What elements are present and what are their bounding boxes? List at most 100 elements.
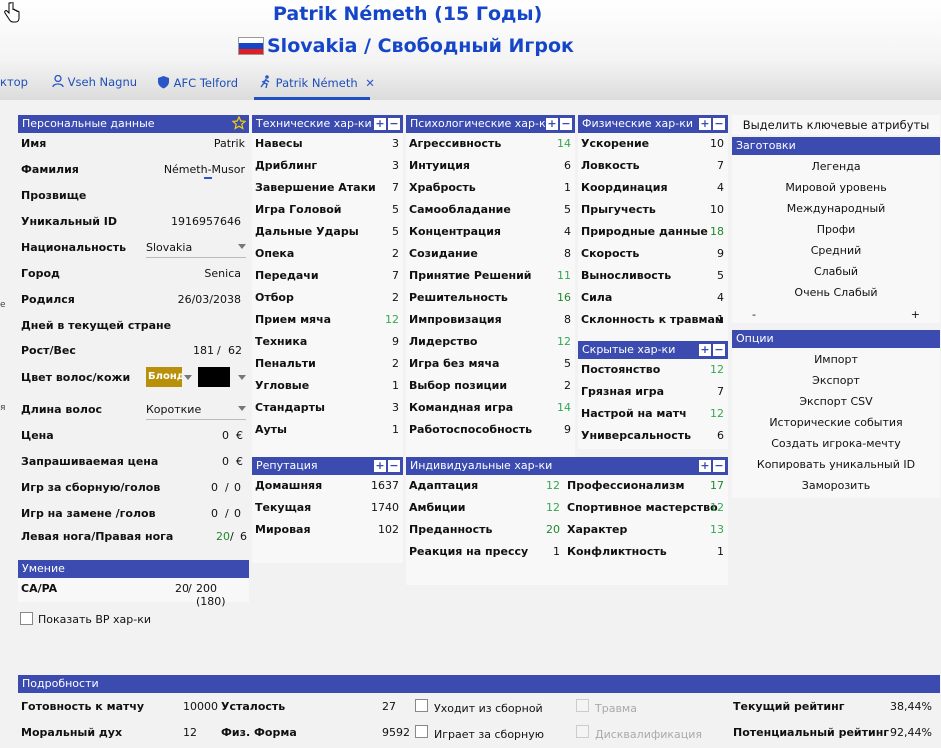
chevron-down-icon[interactable] [184, 375, 192, 380]
attribute-value[interactable]: 7 [392, 181, 399, 194]
attribute-value[interactable]: 12 [710, 407, 724, 420]
minus-icon[interactable]: − [713, 459, 725, 472]
attribute-value[interactable]: 9 [392, 335, 399, 348]
attribute-value[interactable]: 5 [564, 203, 571, 216]
attribute-value[interactable]: 4 [717, 291, 724, 304]
attribute-value[interactable]: 9 [564, 423, 571, 436]
attribute-value[interactable]: 12 [385, 313, 399, 326]
attribute-value[interactable]: 12 [710, 363, 724, 376]
show-bp-checkbox[interactable] [20, 612, 33, 625]
attribute-value[interactable]: 1 [392, 423, 399, 436]
attribute-value[interactable]: 14 [557, 137, 571, 150]
attribute-value[interactable]: 1 [717, 313, 724, 326]
attribute-value[interactable]: 1 [717, 545, 724, 558]
form-field[interactable]: 9592 [382, 726, 410, 739]
born-field[interactable]: 26/03/2038 [177, 293, 241, 306]
height-field[interactable]: 181 [193, 344, 214, 357]
tab-afc-telford[interactable]: AFC Telford [157, 75, 238, 92]
readiness-field[interactable]: 10000 [183, 700, 218, 713]
plus-icon[interactable]: + [699, 343, 711, 356]
minus-icon[interactable]: − [388, 117, 400, 130]
sidebar-item[interactable]: Заморозить [801, 479, 871, 492]
minus-icon[interactable]: − [388, 459, 400, 472]
attribute-value[interactable]: 8 [564, 313, 571, 326]
right-foot-field[interactable]: 6 [240, 530, 247, 543]
retire-national-checkbox[interactable] [415, 699, 428, 712]
asking-price-field[interactable]: 0 [222, 455, 229, 468]
close-icon[interactable]: ✕ [365, 76, 375, 90]
plus-icon[interactable]: + [374, 117, 386, 130]
left-foot-field[interactable]: 20 [216, 530, 230, 543]
name-field[interactable]: Patrik [213, 137, 245, 150]
attribute-value[interactable]: 7 [717, 159, 724, 172]
minus-icon[interactable]: − [560, 117, 572, 130]
attribute-value[interactable]: 14 [557, 401, 571, 414]
city-field[interactable]: Senica [204, 267, 241, 280]
weight-field[interactable]: 62 [228, 344, 242, 357]
plus-icon[interactable]: + [374, 459, 386, 472]
attribute-value[interactable]: 1 [553, 545, 560, 558]
sidebar-item[interactable]: Создать игрока-мечту [771, 437, 901, 450]
attribute-value[interactable]: 2 [392, 291, 399, 304]
attribute-value[interactable]: 9 [717, 247, 724, 260]
attribute-value[interactable]: 16 [557, 291, 571, 304]
sidebar-item[interactable]: Мировой уровень [785, 181, 887, 194]
attribute-value[interactable]: 2 [392, 247, 399, 260]
star-icon[interactable] [231, 115, 247, 136]
uid-field[interactable]: 1916957646 [171, 215, 241, 228]
attribute-value[interactable]: 20 [546, 523, 560, 536]
attribute-value[interactable]: 1740 [371, 501, 399, 514]
sidebar-item[interactable]: Экспорт CSV [799, 395, 873, 408]
plays-national-checkbox[interactable] [415, 725, 428, 738]
attribute-value[interactable]: 1 [392, 379, 399, 392]
sub-goals-field[interactable]: 0 [234, 507, 241, 520]
attribute-value[interactable]: 12 [546, 501, 560, 514]
caps-goals-field[interactable]: 0 [234, 481, 241, 494]
plus-icon[interactable]: + [546, 117, 558, 130]
tab-vseh-nagnu[interactable]: Vseh Nagnu [52, 74, 137, 91]
attribute-value[interactable]: 12 [710, 501, 724, 514]
price-field[interactable]: 0 [222, 429, 229, 442]
caps-field[interactable]: 0 [211, 481, 218, 494]
attribute-value[interactable]: 6 [717, 429, 724, 442]
attribute-value[interactable]: 1 [564, 181, 571, 194]
sidebar-item[interactable]: Очень Слабый [794, 286, 878, 299]
preset-plus-button[interactable]: + [910, 308, 920, 321]
attribute-value[interactable]: 5 [392, 203, 399, 216]
minus-icon[interactable]: − [713, 343, 725, 356]
attribute-value[interactable]: 17 [710, 479, 724, 492]
attribute-value[interactable]: 7 [392, 269, 399, 282]
attribute-value[interactable]: 11 [557, 269, 571, 282]
preset-minus-button[interactable]: - [752, 308, 756, 321]
attribute-value[interactable]: 2 [392, 357, 399, 370]
plus-icon[interactable]: + [699, 117, 711, 130]
attribute-value[interactable]: 8 [564, 247, 571, 260]
sidebar-item[interactable]: Экспорт [812, 374, 860, 387]
attribute-value[interactable]: 6 [564, 159, 571, 172]
sidebar-item[interactable]: Профи [816, 223, 856, 236]
attribute-value[interactable]: 5 [392, 225, 399, 238]
tab-patrik-nemeth[interactable]: Patrik Németh ✕ [260, 75, 375, 92]
sidebar-item[interactable]: Легенда [811, 160, 861, 173]
sidebar-item[interactable]: Международный [786, 202, 886, 215]
sidebar-item[interactable]: Слабый [813, 265, 859, 278]
highlight-key-attributes-button[interactable]: Выделить ключевые атрибуты [732, 115, 940, 135]
disqualification-checkbox[interactable] [576, 725, 589, 738]
attribute-value[interactable]: 18 [710, 225, 724, 238]
fatigue-field[interactable]: 27 [382, 700, 396, 713]
nationality-dropdown[interactable]: Slovakia [146, 241, 246, 258]
attribute-value[interactable]: 4 [717, 181, 724, 194]
attribute-value[interactable]: 2 [564, 379, 571, 392]
hair-length-dropdown[interactable]: Короткие [146, 403, 246, 420]
minus-icon[interactable]: − [713, 117, 725, 130]
attribute-value[interactable]: 3 [392, 159, 399, 172]
hair-color-swatch[interactable]: Блонд [146, 367, 182, 387]
attribute-value[interactable]: 12 [546, 479, 560, 492]
attribute-value[interactable]: 4 [564, 225, 571, 238]
sidebar-item[interactable]: Средний [810, 244, 862, 257]
skin-color-swatch[interactable] [198, 367, 230, 387]
attribute-value[interactable]: 7 [717, 385, 724, 398]
attribute-value[interactable]: 10 [710, 203, 724, 216]
attribute-value[interactable]: 5 [717, 269, 724, 282]
attribute-value[interactable]: 10 [710, 137, 724, 150]
